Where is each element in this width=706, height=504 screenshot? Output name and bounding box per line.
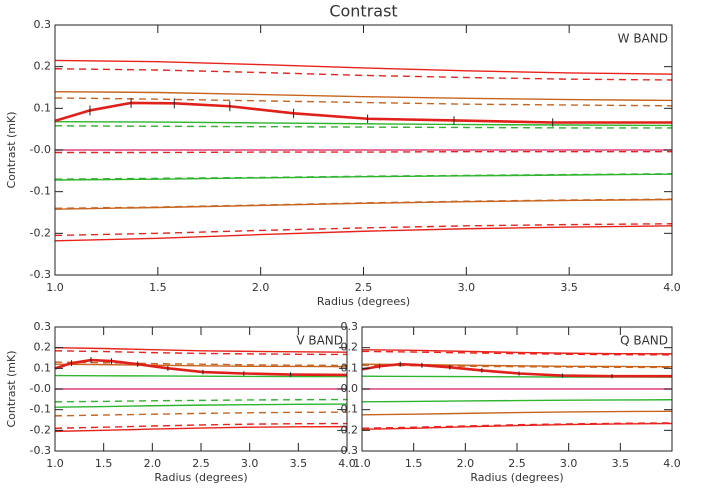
x-tick-label: 4.0 <box>663 281 681 294</box>
band-label: Q BAND <box>620 334 668 348</box>
y-tick-label: 0.1 <box>34 101 52 114</box>
x-tick-label: 1.0 <box>46 281 64 294</box>
x-tick-label: 3.0 <box>560 457 578 470</box>
line <box>361 349 673 355</box>
band-label: W BAND <box>618 32 668 46</box>
x-tick-label: 2.5 <box>192 457 210 470</box>
line <box>54 198 673 210</box>
x-tick-label: 1.0 <box>46 457 64 470</box>
x-tick-label: 2.5 <box>355 281 373 294</box>
y-tick-label: -0.2 <box>30 226 51 239</box>
line <box>54 68 673 81</box>
y-tick-label: 0.3 <box>34 320 52 333</box>
line <box>361 399 673 403</box>
x-tick-label: 2.0 <box>144 457 162 470</box>
y-tick-label: 0.2 <box>34 341 52 354</box>
y-tick-label: -0.3 <box>30 444 51 457</box>
line <box>54 198 673 210</box>
line <box>54 120 673 127</box>
x-tick-label: 1.0 <box>353 457 371 470</box>
y-tick-label: -0.3 <box>30 268 51 281</box>
line <box>54 225 673 242</box>
x-tick-label: 3.5 <box>612 457 630 470</box>
x-tick-label: 4.0 <box>663 457 681 470</box>
x-tick-label: 2.5 <box>508 457 526 470</box>
line <box>54 374 347 378</box>
x-tick-label: 3.0 <box>458 281 476 294</box>
line <box>54 346 348 353</box>
y-tick-label: -0.0 <box>337 382 358 395</box>
y-tick-label: 0.2 <box>341 341 359 354</box>
line <box>54 97 673 107</box>
y-tick-label: 0.2 <box>34 60 52 73</box>
x-tick-label: 4.0 <box>338 457 356 470</box>
chart-title: Contrast <box>329 2 397 21</box>
x-axis-label: Radius (degrees) <box>154 471 247 484</box>
line <box>361 410 673 416</box>
y-tick-label: -0.1 <box>30 185 51 198</box>
x-tick-label: 3.5 <box>560 281 578 294</box>
line <box>54 173 673 180</box>
line <box>54 358 348 377</box>
line <box>54 398 348 403</box>
x-tick-label: 1.5 <box>95 457 113 470</box>
x-tick-label: 3.0 <box>241 457 259 470</box>
x-tick-label: 3.5 <box>290 457 308 470</box>
line <box>54 173 673 181</box>
y-tick-label: 0.1 <box>341 361 359 374</box>
x-tick-label: 1.5 <box>149 281 167 294</box>
x-tick-label: 1.5 <box>405 457 423 470</box>
y-tick-label: -0.1 <box>337 403 358 416</box>
y-tick-label: 0.3 <box>34 18 52 31</box>
band-label: V BAND <box>296 334 343 348</box>
line <box>54 425 348 433</box>
y-tick-label: -0.0 <box>30 143 51 156</box>
line <box>361 350 673 356</box>
line <box>54 350 348 356</box>
y-tick-label: -0.2 <box>30 423 51 436</box>
y-axis-label: Contrast (mK) <box>5 111 18 188</box>
x-tick-label: 2.0 <box>252 281 270 294</box>
line <box>55 150 672 154</box>
x-axis-label: Radius (degrees) <box>470 471 563 484</box>
y-tick-label: 0.3 <box>341 320 359 333</box>
y-tick-label: -0.0 <box>30 382 51 395</box>
line <box>54 90 673 102</box>
line <box>54 101 672 124</box>
y-tick-label: 0.1 <box>34 361 52 374</box>
line <box>54 361 348 367</box>
line <box>54 59 673 75</box>
line <box>54 422 348 429</box>
x-axis-label: Radius (degrees) <box>317 295 410 308</box>
y-tick-label: -0.2 <box>337 423 358 436</box>
y-tick-label: -0.1 <box>30 403 51 416</box>
line <box>54 403 348 408</box>
line <box>361 362 672 378</box>
line <box>54 223 673 237</box>
line <box>361 422 673 430</box>
line <box>54 363 348 368</box>
y-axis-label: Contrast (mK) <box>5 350 18 427</box>
line <box>54 411 348 417</box>
line <box>54 125 672 129</box>
y-tick-label: -0.3 <box>337 444 358 457</box>
x-tick-label: 2.0 <box>457 457 475 470</box>
